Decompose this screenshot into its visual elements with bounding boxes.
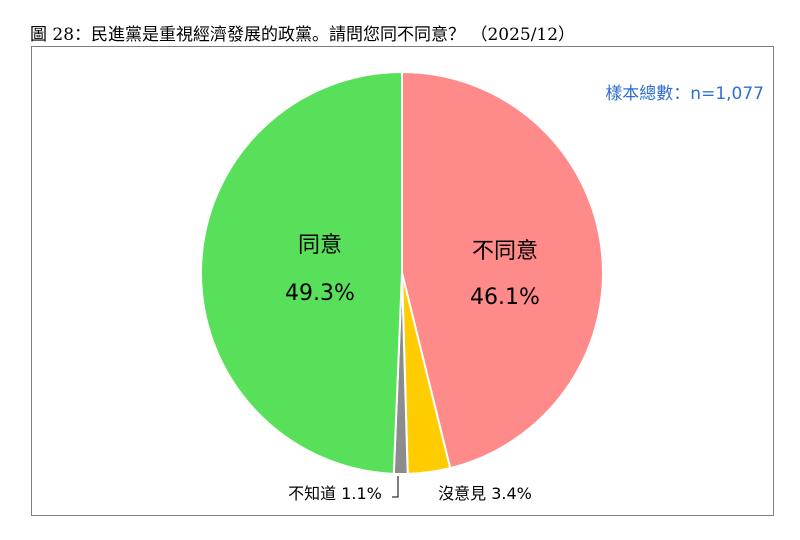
chart-frame	[31, 46, 774, 516]
outside-slice-label: 沒意見 3.4%	[438, 484, 532, 503]
slice-value-label: 46.1%	[470, 285, 540, 310]
pie-labels: 不同意 46.1% 沒意見 3.4% 不知道 1.1% 同意 49.3%	[285, 233, 540, 503]
slice-name-label: 不同意	[472, 239, 538, 264]
outside-slice-label: 不知道 1.1%	[288, 484, 382, 503]
figure-title: 圖 28：民進黨是重視經濟發展的政黨。請問您同不同意？ （2025/12）	[30, 25, 576, 45]
slice-value-label: 49.3%	[285, 281, 355, 306]
pie-slice-1	[401, 70, 604, 470]
pie-slices	[200, 70, 604, 475]
slice-name-label: 同意	[298, 233, 342, 258]
leader-line	[392, 476, 399, 498]
pie-slice-4	[200, 70, 403, 475]
sample-size-note: 樣本總數：n=1,077	[605, 84, 764, 104]
